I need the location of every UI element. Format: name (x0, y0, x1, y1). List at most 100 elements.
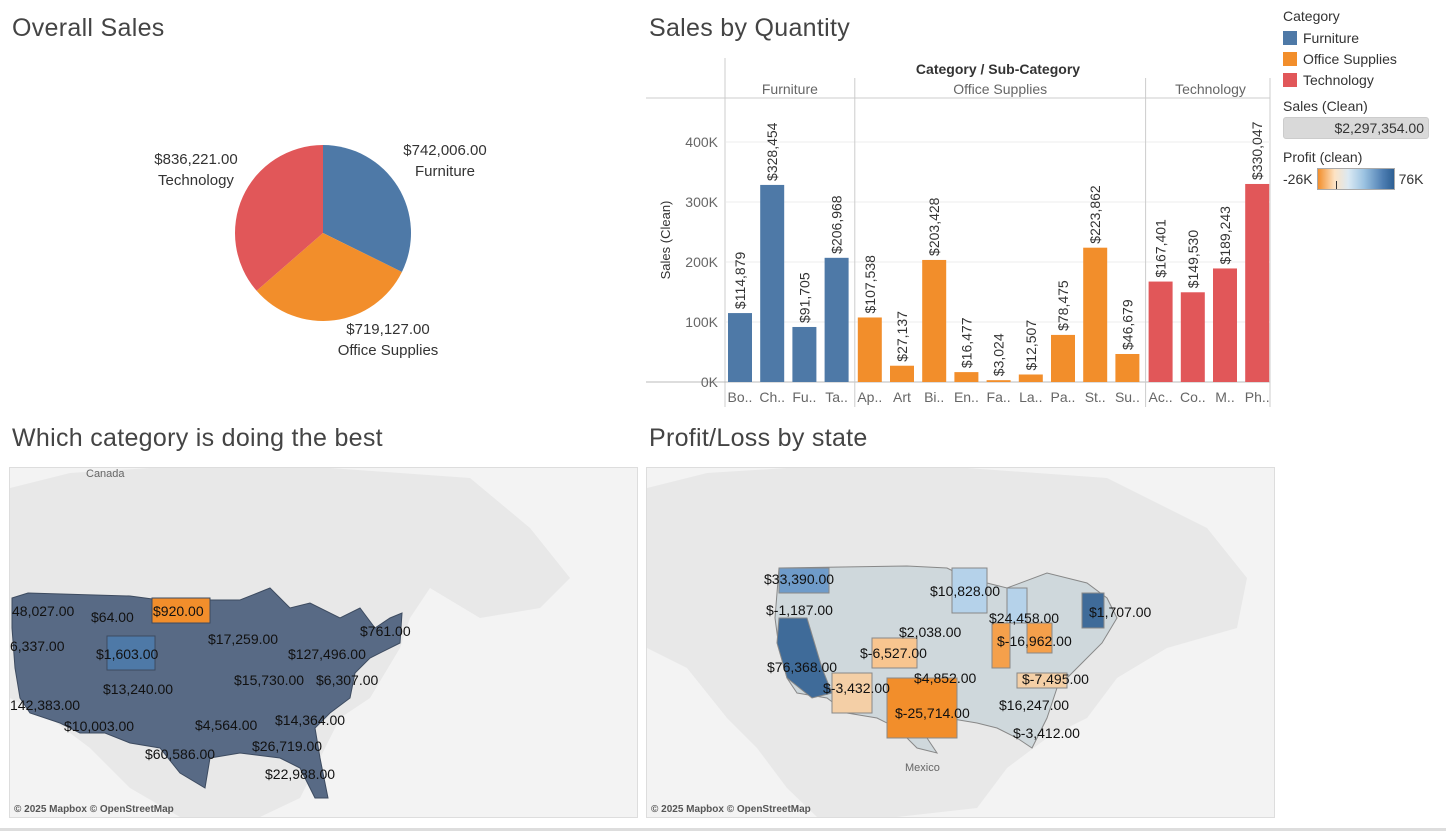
y-axis-title: Sales (Clean) (658, 201, 673, 280)
category-map-state-value-label: $10,003.00 (64, 718, 135, 734)
legend-sales-value: $2,297,354.00 (1334, 120, 1424, 136)
bar-office-supplies-3[interactable] (954, 372, 979, 382)
group-header-technology: Technology (1175, 81, 1246, 97)
mexico-label: Mexico (905, 762, 940, 774)
y-tick-label: 300K (685, 194, 718, 210)
bar-office-supplies-5[interactable] (1018, 374, 1043, 382)
bar-office-supplies-8[interactable] (1115, 353, 1140, 382)
category-map-state-value-label: 142,383.00 (10, 697, 81, 713)
category-map-state-value-label: $6,307.00 (316, 672, 379, 688)
bar-value-label: $189,243 (1217, 206, 1233, 265)
bar-office-supplies-6[interactable] (1051, 334, 1075, 382)
profit-map-shapes (647, 468, 1247, 817)
x-tick-label: Ph.. (1245, 389, 1270, 405)
x-tick-label: Fu.. (792, 389, 816, 405)
overall-sales-title: Overall Sales (12, 14, 165, 42)
legend-item-furniture[interactable]: Furniture (1283, 27, 1443, 48)
state-illinois (991, 622, 1011, 669)
office-supplies-swatch (1283, 51, 1297, 66)
bar-furniture-2[interactable] (792, 326, 817, 382)
legend-item-technology[interactable]: Technology (1283, 69, 1443, 90)
zero-marker (1335, 181, 1337, 189)
pie-slice-furniture[interactable] (323, 145, 411, 272)
overall-sales-pie-chart: $742,006.00 Furniture $719,127.00 Office Su… (0, 60, 640, 400)
state-new-york (1081, 592, 1105, 629)
legend-profit-title: Profit (clean) (1283, 149, 1363, 165)
category-map-state-value-label: $920.00 (153, 603, 204, 619)
bar-value-label: $12,507 (1023, 320, 1039, 371)
legend-label-technology: Technology (1303, 71, 1374, 88)
bar-office-supplies-1[interactable] (890, 365, 914, 382)
state-michigan (1006, 587, 1028, 624)
bar-technology-3[interactable] (1245, 183, 1270, 382)
category-map-state-value-label: $13,240.00 (103, 681, 174, 697)
legend-panel: Category Furniture Office Supplies Techn… (1283, 8, 1443, 190)
state-colorado (871, 637, 918, 669)
profit-map-state-value-label: $-3,432.00 (823, 680, 890, 696)
bar-office-supplies-7[interactable] (1083, 247, 1108, 382)
sales-by-quantity-title: Sales by Quantity (649, 14, 851, 42)
profit-map-state-value-label: $1,707.00 (1089, 604, 1152, 620)
profit-map-state-value-label: $24,458.00 (989, 610, 1060, 626)
bar-svg: Category / Sub-Category 0K 100K 200K 300K 400… (646, 58, 1271, 407)
x-tick-label: Su.. (1115, 389, 1140, 405)
pie-category-label-furniture: Furniture (415, 163, 475, 180)
category-map-state-value-label: $17,259.00 (208, 631, 279, 647)
state-texas (886, 677, 958, 739)
bottom-border (0, 828, 1446, 831)
state-arizona (831, 672, 873, 714)
profit-loss-title: Profit/Loss by state (649, 424, 868, 452)
x-tick-label: Bi.. (924, 389, 944, 405)
bar-value-label: $167,401 (1153, 219, 1169, 278)
bar-value-label: $330,047 (1249, 121, 1265, 180)
x-tick-label: St.. (1085, 389, 1106, 405)
bar-office-supplies-4[interactable] (986, 380, 1011, 382)
bar-value-label: $46,679 (1119, 299, 1135, 350)
x-tick-label: Bo.. (728, 389, 753, 405)
y-tick-label: 400K (685, 134, 718, 150)
sales-by-quantity-bar-chart: Category / Sub-Category 0K 100K 200K 300K 400… (640, 55, 1280, 415)
legend-label-office-supplies: Office Supplies (1303, 50, 1397, 67)
x-tick-label: M.. (1215, 389, 1234, 405)
bar-furniture-1[interactable] (760, 184, 785, 382)
x-tick-label: Ap.. (857, 389, 882, 405)
profit-map[interactable]: Mexico $33,390.00 $10,828.00 $-1,187.00 $24… (646, 467, 1275, 818)
best-category-title: Which category is doing the best (12, 424, 383, 452)
map-left-attribution: © 2025 Mapbox © OpenStreetMap (14, 804, 174, 815)
legend-item-office-supplies[interactable]: Office Supplies (1283, 48, 1443, 69)
bar-technology-2[interactable] (1213, 268, 1237, 382)
category-map-state-value-label: 6,337.00 (10, 638, 65, 654)
bar-technology-0[interactable] (1148, 281, 1173, 382)
furniture-swatch (1283, 30, 1297, 45)
pie-slice-office-supplies[interactable] (256, 233, 402, 322)
x-tick-label: En.. (954, 389, 979, 405)
pie-slice-technology[interactable] (235, 145, 323, 291)
state-washington (778, 567, 830, 594)
pie-value-label-furniture: $742,006.00 (403, 142, 486, 159)
group-header-furniture: Furniture (762, 81, 818, 97)
category-map-state-value-label: $60,586.00 (145, 746, 216, 762)
x-tick-label: Ta.. (825, 389, 848, 405)
legend-label-furniture: Furniture (1303, 29, 1360, 46)
profit-map-state-value-label: $33,390.00 (764, 571, 835, 587)
profit-map-state-value-label: $2,038.00 (899, 624, 962, 640)
bar-value-label: $203,428 (926, 197, 942, 256)
bar-technology-1[interactable] (1180, 292, 1205, 382)
profit-map-state-value-label: $16,247.00 (999, 697, 1070, 713)
bar-header-label: Category / Sub-Category (916, 61, 1080, 77)
state-minnesota (951, 567, 988, 614)
bar-value-label: $107,538 (862, 255, 878, 314)
bar-office-supplies-2[interactable] (922, 259, 947, 382)
legend-sales-title: Sales (Clean) (1283, 98, 1368, 114)
bar-value-label: $91,705 (796, 272, 812, 323)
bar-furniture-3[interactable] (824, 257, 849, 382)
bar-value-label: $206,968 (829, 195, 845, 254)
x-tick-label: Co.. (1180, 389, 1206, 405)
category-map[interactable]: Canada 48,027.00 $64.00 $920.00 $761.00 $17,… (9, 467, 638, 818)
bar-office-supplies-0[interactable] (857, 317, 882, 382)
category-map-state-value-label: $22,988.00 (265, 766, 336, 782)
legend-profit-min: -26K (1283, 171, 1313, 187)
x-tick-label: Ac.. (1149, 389, 1173, 405)
profit-map-state-value-label: $4,852.00 (914, 670, 977, 686)
bar-furniture-0[interactable] (728, 313, 752, 382)
